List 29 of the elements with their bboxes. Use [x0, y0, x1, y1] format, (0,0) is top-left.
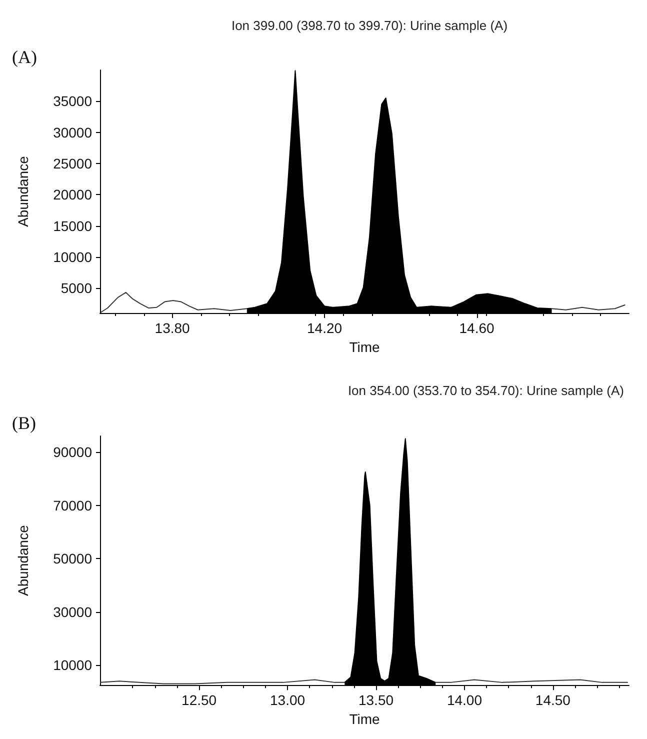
- y-tick-label: 70000: [53, 497, 92, 514]
- y-tick-label: 30000: [53, 604, 92, 620]
- x-tick-label: 14.00: [446, 692, 482, 708]
- x-tick-label: 13.80: [154, 320, 190, 336]
- chart-title: Ion 399.00 (398.70 to 399.70): Urine sample (A): [231, 18, 508, 33]
- x-tick-label: 12.50: [182, 692, 217, 708]
- y-tick-label: 30000: [53, 124, 92, 140]
- y-tick-label: 35000: [53, 93, 92, 110]
- x-tick-label: 14.50: [535, 692, 571, 708]
- y-tick-label: 25000: [53, 155, 92, 172]
- line-series: [100, 292, 248, 313]
- y-tick-label: 10000: [53, 248, 92, 265]
- x-tick-label: 14.60: [459, 320, 494, 336]
- x-tick-label: 13.00: [270, 692, 306, 708]
- y-tick-label: 10000: [53, 657, 92, 674]
- y-tick-label: 15000: [53, 218, 92, 234]
- chart-title: Ion 354.00 (353.70 to 354.70): Urine sample (A): [348, 383, 624, 398]
- y-tick-label: 5000: [60, 280, 92, 296]
- y-tick-label: 20000: [53, 186, 92, 203]
- x-axis-title: Time: [349, 338, 380, 355]
- y-axis-title: Abundance: [15, 156, 31, 227]
- text: (A): [12, 47, 37, 67]
- y-tick-label: 50000: [53, 550, 92, 567]
- x-tick-label: 13.50: [358, 692, 394, 708]
- x-tick-label: 14.20: [307, 320, 342, 336]
- y-tick-label: 90000: [53, 444, 92, 460]
- y-axis-title: Abundance: [15, 524, 31, 596]
- x-axis-title: Time: [349, 711, 380, 727]
- text: (B): [12, 413, 36, 433]
